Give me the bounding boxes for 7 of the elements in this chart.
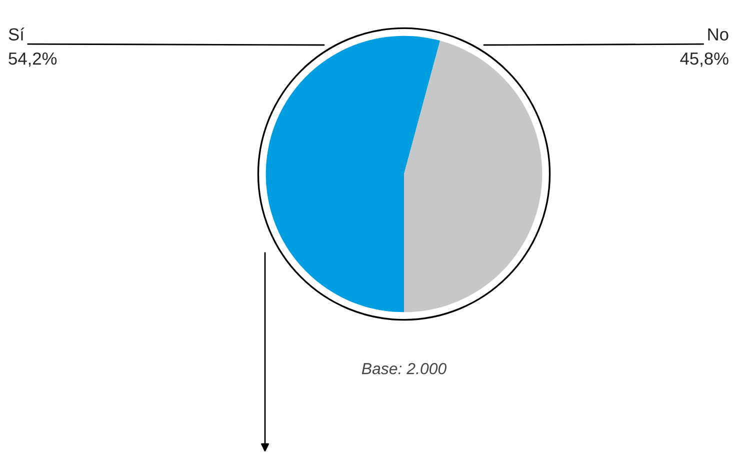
data-label: 45,8% [680, 52, 728, 67]
data-label: 54,2% [8, 52, 57, 67]
pie-slice [266, 36, 440, 312]
text: Base: 2.000 [362, 362, 446, 374]
slice-label: Sí [8, 28, 24, 41]
slice-label: No [708, 28, 728, 41]
pie-slice [404, 40, 542, 312]
